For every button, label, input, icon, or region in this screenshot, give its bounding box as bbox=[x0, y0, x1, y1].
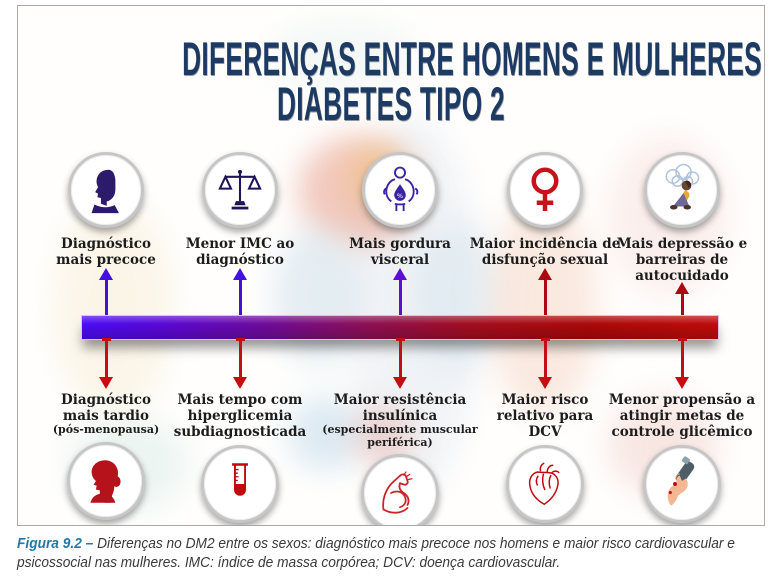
up-arrow bbox=[674, 282, 690, 315]
female-symbol-icon bbox=[507, 152, 583, 228]
item-label: Menor propensão a atingir metas de contr… bbox=[608, 392, 756, 440]
item-disfuncao-sexual: Maior incidência de disfunção sexual bbox=[455, 152, 635, 268]
man-profile-icon bbox=[68, 152, 144, 228]
item-label: Maior risco relativo para DCV bbox=[496, 392, 594, 440]
up-arrow bbox=[537, 268, 553, 315]
item-note: (pós-menopausa) bbox=[52, 423, 160, 436]
figure-panel: DIFERENÇAS ENTRE HOMENS E MULHERES NO DI… bbox=[17, 5, 765, 526]
item-diagnostico-tardio: Diagnóstico mais tardio (pós-menopausa) bbox=[18, 392, 196, 520]
caption-label: Figura 9.2 bbox=[17, 535, 82, 552]
item-diagnostico-precoce: Diagnóstico mais precoce bbox=[18, 152, 196, 268]
gender-gradient-bar bbox=[81, 315, 719, 340]
caption-dash: – bbox=[85, 535, 94, 552]
item-label: Mais tempo com hiperglicemia subdiagnost… bbox=[173, 392, 307, 440]
figure-title: DIFERENÇAS ENTRE HOMENS E MULHERES NO DI… bbox=[18, 32, 765, 130]
item-controle-glicemico: Menor propensão a atingir metas de contr… bbox=[592, 392, 764, 523]
visceral-fat-icon: % bbox=[362, 152, 438, 228]
down-arrow bbox=[537, 338, 553, 389]
item-label: Menor IMC ao diagnóstico bbox=[185, 236, 295, 268]
anatomical-heart-icon bbox=[506, 445, 584, 523]
title-line-2: DIABETES TIPO 2 bbox=[277, 77, 505, 130]
item-label: Maior incidência de disfunção sexual bbox=[469, 236, 621, 268]
muscle-arm-icon bbox=[361, 454, 439, 525]
figure-caption: Figura 9.2 – Diferenças no DM2 entre os … bbox=[17, 534, 767, 572]
down-arrow bbox=[232, 338, 248, 389]
svg-text:%: % bbox=[397, 192, 403, 200]
item-label: Mais gordura visceral bbox=[349, 236, 451, 268]
item-label: Mais depressão e barreiras de autocuidad… bbox=[616, 236, 748, 284]
down-arrow bbox=[392, 338, 408, 389]
woman-profile-icon bbox=[67, 441, 145, 520]
up-arrow bbox=[392, 268, 408, 315]
up-arrow bbox=[232, 268, 248, 315]
depression-icon bbox=[644, 152, 720, 228]
item-depressao: Mais depressão e barreiras de autocuidad… bbox=[592, 152, 764, 284]
caption-text: Diferenças no DM2 entre os sexos: diagnó… bbox=[17, 535, 735, 571]
down-arrow bbox=[98, 338, 114, 389]
item-gordura-visceral: % Mais gordura visceral bbox=[310, 152, 490, 268]
item-label: Diagnóstico mais precoce bbox=[56, 236, 156, 268]
item-risco-dcv: Maior risco relativo para DCV bbox=[455, 392, 635, 523]
item-menor-imc: Menor IMC ao diagnóstico bbox=[150, 152, 330, 268]
title-line-1: DIFERENÇAS ENTRE HOMENS E MULHERES NO bbox=[182, 32, 765, 85]
down-arrow bbox=[674, 338, 690, 389]
item-resistencia-insulinica: Maior resistência insulínica (especialme… bbox=[310, 392, 490, 525]
item-note: (especialmente muscular periférica) bbox=[322, 423, 478, 449]
up-arrow bbox=[98, 268, 114, 315]
balance-scale-icon bbox=[202, 152, 278, 228]
glucose-lancet-icon bbox=[643, 445, 721, 523]
item-hiperglicemia: Mais tempo com hiperglicemia subdiagnost… bbox=[150, 392, 330, 523]
item-label: Diagnóstico mais tardio bbox=[60, 392, 152, 424]
test-tube-icon bbox=[201, 445, 279, 523]
item-label: Maior resistência insulínica bbox=[333, 392, 467, 424]
